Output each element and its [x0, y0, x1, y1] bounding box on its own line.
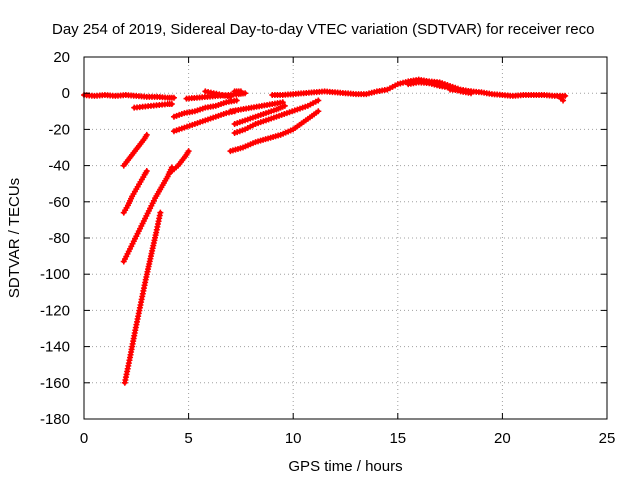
- data-point: [170, 94, 177, 101]
- series-track-03: [120, 131, 150, 169]
- x-tick-label: 10: [285, 430, 302, 447]
- axis-layer: 0 5 10 15 20 25 20 0 -20 -40 -60 -80 -100 -120 -140 -16…: [40, 49, 615, 447]
- x-tick-label: 0: [80, 430, 88, 447]
- data-point: [227, 93, 234, 100]
- series-track-14: [231, 102, 288, 127]
- series-track-08: [170, 108, 238, 135]
- series-track-01: [81, 92, 177, 101]
- grid-layer: [84, 57, 607, 419]
- x-tick-label: 25: [599, 430, 616, 447]
- y-axis-label: SDTVAR / TECUs: [6, 178, 23, 298]
- x-tick-label: 5: [184, 430, 192, 447]
- data-point: [157, 209, 164, 216]
- y-tick-label: -80: [48, 230, 70, 247]
- data-point: [242, 90, 249, 97]
- series-track-04: [120, 168, 150, 216]
- data-point: [168, 101, 175, 108]
- series-track-15: [227, 99, 286, 115]
- data-point: [279, 99, 286, 106]
- data-point: [281, 102, 288, 109]
- series-track-09: [170, 97, 240, 120]
- y-tick-label: 0: [62, 85, 70, 102]
- data-layer: [81, 76, 569, 386]
- data-point: [315, 97, 322, 104]
- series-track-05: [120, 164, 175, 265]
- data-point: [237, 88, 244, 95]
- y-tick-label: -100: [40, 266, 70, 283]
- y-tick-label: 20: [53, 49, 70, 66]
- x-tick-label: 20: [494, 430, 511, 447]
- y-tick-label: -180: [40, 411, 70, 428]
- data-point: [315, 108, 322, 115]
- series-track-19: [447, 86, 475, 95]
- y-tick-label: -160: [40, 375, 70, 392]
- data-point: [562, 92, 569, 99]
- series-track-13: [231, 97, 322, 137]
- series-track-06: [121, 209, 164, 386]
- series-track-11: [202, 88, 234, 100]
- data-point: [233, 97, 240, 104]
- data-point: [560, 97, 567, 104]
- y-tick-label: -40: [48, 158, 70, 175]
- y-tick-label: -120: [40, 302, 70, 319]
- x-axis-label: GPS time / hours: [288, 458, 402, 475]
- data-point: [143, 131, 150, 138]
- data-point: [143, 168, 150, 175]
- y-tick-label: -140: [40, 339, 70, 356]
- series-track-02: [131, 101, 175, 111]
- x-tick-label: 15: [389, 430, 406, 447]
- chart-title: Day 254 of 2019, Sidereal Day-to-day VTE…: [52, 21, 594, 38]
- series-track-07: [166, 148, 192, 176]
- data-point: [185, 148, 192, 155]
- series-track-20: [557, 95, 567, 104]
- series-track-12: [227, 108, 322, 155]
- y-tick-label: -60: [48, 194, 70, 211]
- data-point: [468, 88, 475, 95]
- series-track-16: [231, 88, 244, 95]
- y-tick-label: -20: [48, 121, 70, 138]
